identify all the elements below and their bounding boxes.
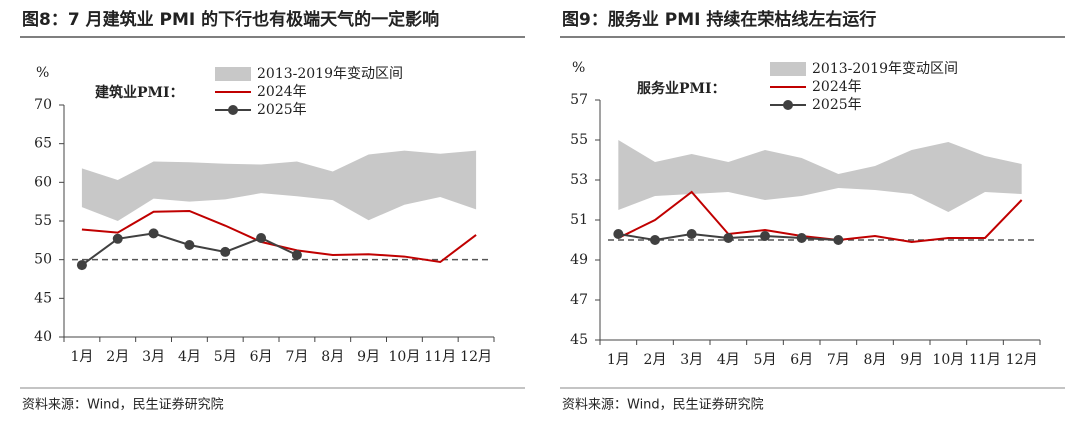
y-tick-label: 51 bbox=[570, 212, 588, 228]
x-tick-label: 6月 bbox=[790, 352, 813, 368]
y-tick-label: 65 bbox=[34, 136, 52, 152]
x-tick-label: 10月 bbox=[389, 349, 421, 365]
x-tick-label: 11月 bbox=[969, 352, 1001, 368]
legend-marker bbox=[228, 105, 238, 115]
x-tick-label: 9月 bbox=[900, 352, 923, 368]
source-note: 资料来源：Wind，民生证券研究院 bbox=[562, 397, 764, 413]
x-tick-label: 4月 bbox=[717, 352, 740, 368]
legend-label: 2025年 bbox=[257, 102, 307, 118]
series-marker bbox=[148, 228, 159, 239]
source-note: 资料来源：Wind，民生证券研究院 bbox=[22, 397, 224, 413]
series-marker bbox=[760, 231, 770, 241]
x-tick-label: 10月 bbox=[932, 352, 964, 368]
series-marker bbox=[650, 235, 660, 245]
series-marker bbox=[112, 233, 123, 244]
legend-title: 服务业PMI： bbox=[637, 80, 726, 97]
series-marker bbox=[76, 260, 87, 271]
x-tick-label: 3月 bbox=[680, 352, 703, 368]
legend-swatch bbox=[215, 67, 251, 81]
y-tick-label: 45 bbox=[570, 332, 588, 348]
series-marker bbox=[220, 246, 231, 257]
x-tick-label: 3月 bbox=[142, 349, 165, 365]
legend-label: 2013-2019年变动区间 bbox=[257, 66, 403, 82]
series-marker bbox=[723, 233, 734, 243]
series-marker bbox=[796, 233, 807, 243]
x-tick-label: 7月 bbox=[827, 352, 850, 368]
range-band bbox=[618, 140, 1022, 212]
series-marker bbox=[256, 233, 267, 244]
y-tick-label: 40 bbox=[34, 329, 52, 345]
legend-title: 建筑业PMI： bbox=[95, 84, 184, 101]
y-tick-label: 49 bbox=[570, 252, 588, 268]
series-marker bbox=[613, 229, 624, 239]
legend-label: 2024年 bbox=[812, 79, 862, 95]
x-tick-label: 8月 bbox=[321, 349, 344, 365]
y-tick-label: 47 bbox=[570, 292, 588, 308]
legend-marker bbox=[783, 100, 793, 110]
y-tick-label: 45 bbox=[34, 290, 52, 306]
y-tick-label: 55 bbox=[570, 132, 588, 148]
y-axis-label: % bbox=[36, 65, 49, 81]
x-tick-label: 5月 bbox=[214, 349, 237, 365]
y-tick-label: 53 bbox=[570, 172, 588, 188]
legend-label: 2013-2019年变动区间 bbox=[812, 61, 958, 77]
x-tick-label: 8月 bbox=[864, 352, 887, 368]
series-marker bbox=[833, 235, 844, 245]
legend-label: 2025年 bbox=[812, 97, 862, 113]
series-marker bbox=[291, 250, 302, 261]
series-marker bbox=[686, 229, 697, 239]
y-tick-label: 50 bbox=[34, 252, 52, 268]
legend-label: 2024年 bbox=[257, 84, 307, 100]
chart-title: 图8：7 月建筑业 PMI 的下行也有极端天气的一定影响 bbox=[22, 9, 439, 30]
legend-swatch bbox=[770, 62, 806, 76]
x-tick-label: 1月 bbox=[70, 349, 93, 365]
x-tick-label: 4月 bbox=[178, 349, 201, 365]
x-tick-label: 11月 bbox=[424, 349, 456, 365]
x-tick-label: 5月 bbox=[754, 352, 777, 368]
range-band bbox=[81, 150, 477, 221]
y-axis-label: % bbox=[572, 60, 585, 76]
x-tick-label: 7月 bbox=[285, 349, 308, 365]
chart-title: 图9：服务业 PMI 持续在荣枯线左右运行 bbox=[562, 9, 876, 30]
y-tick-label: 70 bbox=[34, 97, 52, 113]
x-tick-label: 12月 bbox=[460, 349, 492, 365]
x-tick-label: 2月 bbox=[106, 349, 129, 365]
x-tick-label: 2月 bbox=[644, 352, 667, 368]
x-tick-label: 9月 bbox=[357, 349, 380, 365]
y-tick-label: 55 bbox=[34, 213, 52, 229]
x-tick-label: 6月 bbox=[250, 349, 273, 365]
y-tick-label: 57 bbox=[570, 92, 588, 108]
series-line bbox=[81, 209, 477, 264]
x-tick-label: 12月 bbox=[1006, 352, 1038, 368]
y-tick-label: 60 bbox=[34, 174, 52, 190]
series-marker bbox=[184, 239, 195, 250]
x-tick-label: 1月 bbox=[607, 352, 630, 368]
